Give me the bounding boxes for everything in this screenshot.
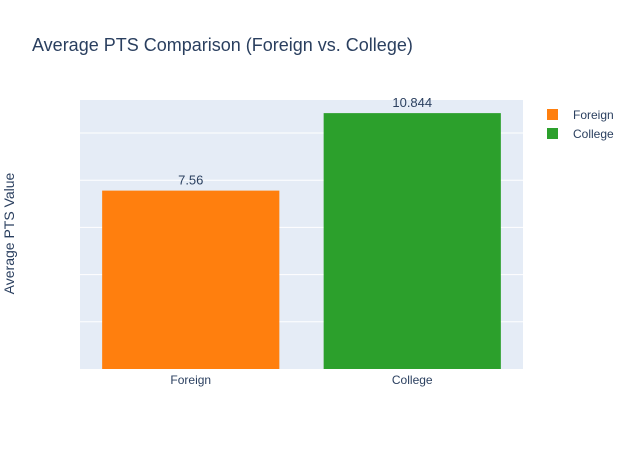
- legend[interactable]: Foreign College: [547, 108, 614, 141]
- bars: [102, 113, 501, 369]
- bar-foreign: [102, 190, 280, 369]
- data-label-foreign: 7.56: [178, 173, 203, 188]
- legend-label: College: [573, 127, 614, 141]
- bar-college: [323, 113, 501, 369]
- chart-title: Average PTS Comparison (Foreign vs. Coll…: [32, 35, 413, 55]
- x-axis-ticks: Foreign College: [170, 373, 433, 387]
- x-tick-label-college: College: [392, 373, 433, 387]
- x-tick-label-foreign: Foreign: [170, 373, 211, 387]
- legend-swatch: [547, 128, 558, 139]
- legend-item-foreign[interactable]: Foreign: [547, 108, 614, 122]
- data-labels: 7.56 10.844: [178, 95, 432, 187]
- data-label-college: 10.844: [392, 95, 432, 110]
- legend-swatch: [547, 109, 558, 120]
- y-axis-title: Average PTS Value: [1, 172, 17, 294]
- legend-label: Foreign: [573, 108, 614, 122]
- legend-item-college[interactable]: College: [547, 127, 614, 141]
